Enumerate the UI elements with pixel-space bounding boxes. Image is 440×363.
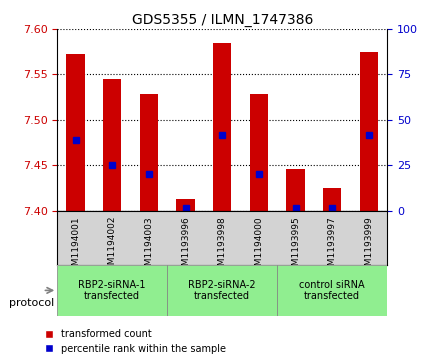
Text: GSM1194001: GSM1194001 — [71, 216, 80, 277]
Bar — [360, 52, 378, 211]
Text: GSM1193999: GSM1193999 — [364, 216, 374, 277]
Text: RBP2-siRNA-1
transfected: RBP2-siRNA-1 transfected — [78, 280, 146, 301]
Title: GDS5355 / ILMN_1747386: GDS5355 / ILMN_1747386 — [132, 13, 313, 26]
Bar — [103, 79, 121, 211]
Bar — [66, 54, 85, 211]
Text: RBP2-siRNA-2
transfected: RBP2-siRNA-2 transfected — [188, 280, 256, 301]
Bar — [140, 94, 158, 211]
Text: GSM1193996: GSM1193996 — [181, 216, 190, 277]
Text: GSM1194002: GSM1194002 — [108, 216, 117, 277]
Text: control siRNA
transfected: control siRNA transfected — [299, 280, 365, 301]
Bar — [213, 43, 231, 211]
Text: protocol: protocol — [9, 298, 54, 308]
Bar — [286, 169, 305, 211]
Bar — [323, 188, 341, 211]
Text: GSM1193997: GSM1193997 — [328, 216, 337, 277]
FancyBboxPatch shape — [57, 265, 167, 316]
Bar — [176, 199, 195, 211]
FancyBboxPatch shape — [167, 265, 277, 316]
FancyBboxPatch shape — [277, 265, 387, 316]
Text: GSM1194003: GSM1194003 — [144, 216, 154, 277]
Text: GSM1193998: GSM1193998 — [218, 216, 227, 277]
Bar — [250, 94, 268, 211]
Text: GSM1194000: GSM1194000 — [254, 216, 264, 277]
Legend: transformed count, percentile rank within the sample: transformed count, percentile rank withi… — [40, 326, 230, 358]
Text: GSM1193995: GSM1193995 — [291, 216, 300, 277]
